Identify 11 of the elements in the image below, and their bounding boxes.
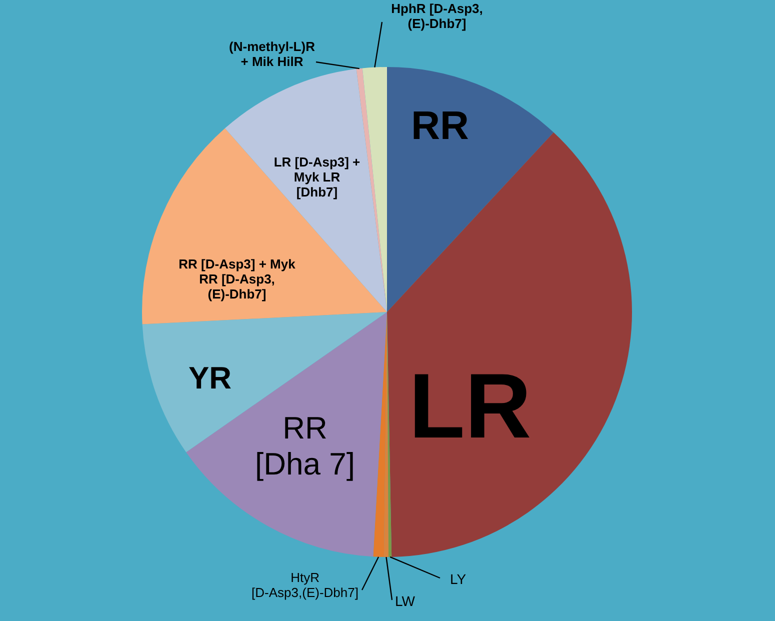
slice-label: RR [D-Asp3] + Myk RR [D-Asp3, (E)-Dhb7] (178, 256, 296, 302)
slice-label: (N-methyl-L)R + Mik HilR (229, 39, 316, 70)
slice-label: RR (411, 104, 469, 148)
slice-label: LY (450, 570, 467, 587)
slice-label: HphR [D-Asp3, (E)-Dhb7] (391, 1, 483, 32)
slice-label: LR (408, 355, 532, 458)
slice-label: RR [Dha 7] (255, 410, 355, 482)
slice-label: LW (395, 592, 416, 609)
slice-label: HtyR [D-Asp3,(E)-Dbh7] (252, 570, 358, 600)
slice-label: YR (188, 360, 232, 396)
slice-label: LR [D-Asp3] + Myk LR [Dhb7] (274, 154, 361, 200)
